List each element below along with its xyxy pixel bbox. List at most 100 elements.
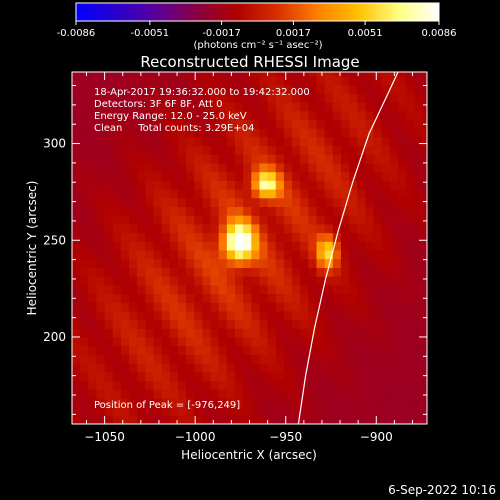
heatmap-cell — [292, 380, 301, 390]
heatmap-cell — [398, 128, 407, 138]
heatmap-cell — [194, 302, 204, 312]
heatmap-cell — [389, 189, 399, 199]
heatmap-cell — [259, 72, 269, 77]
heatmap-cell — [381, 363, 391, 373]
heatmap-cell — [104, 223, 114, 234]
heatmap-cell — [259, 310, 269, 321]
heatmap-cell — [104, 363, 114, 373]
heatmap-cell — [169, 354, 179, 364]
heatmap-cell — [177, 363, 187, 373]
heatmap-cell — [324, 389, 334, 399]
heatmap-cell — [422, 128, 427, 138]
x-tick-label: −950 — [269, 430, 302, 444]
heatmap-cell — [137, 232, 146, 242]
heatmap-cell — [365, 171, 375, 181]
heatmap-cell — [235, 145, 244, 155]
heatmap-cell — [381, 328, 391, 338]
heatmap-cell — [137, 310, 146, 321]
heatmap-cell — [275, 415, 285, 424]
heatmap-cell — [96, 267, 106, 277]
heatmap-cell — [226, 363, 236, 373]
heatmap-cell — [406, 258, 415, 268]
heatmap-cell — [112, 241, 122, 251]
heatmap-cell — [96, 363, 106, 373]
heatmap-cell — [129, 72, 138, 77]
heatmap-cell — [202, 232, 212, 242]
heatmap-cell — [332, 84, 342, 94]
heatmap-cell — [389, 101, 399, 112]
heatmap-cell — [186, 380, 195, 390]
heatmap-cell — [332, 380, 342, 390]
heatmap-cell — [414, 206, 424, 216]
heatmap-cell — [161, 197, 171, 208]
heatmap-cell — [357, 241, 367, 251]
heatmap-cell — [414, 258, 424, 268]
heatmap-cell — [340, 371, 350, 382]
heatmap-cell — [381, 241, 391, 251]
heatmap-cell — [120, 110, 130, 120]
heatmap-cell — [235, 197, 244, 208]
heatmap-cell — [169, 223, 179, 234]
heatmap-cell — [235, 75, 244, 86]
heatmap-cell — [235, 258, 244, 268]
heatmap-cell — [283, 328, 293, 338]
heatmap-cell — [381, 136, 391, 147]
heatmap-cell — [112, 371, 122, 382]
heatmap-cell — [161, 136, 171, 147]
heatmap-cell — [349, 267, 358, 277]
heatmap-cell — [340, 206, 350, 216]
heatmap-cell — [365, 136, 375, 147]
heatmap-cell — [406, 371, 415, 382]
heatmap-cell — [112, 380, 122, 390]
heatmap-cell — [243, 110, 252, 120]
heatmap-cell — [112, 162, 122, 173]
heatmap-cell — [381, 119, 391, 129]
heatmap-cell — [357, 232, 367, 242]
heatmap-cell — [324, 267, 334, 277]
heatmap-cell — [283, 72, 293, 77]
heatmap-cell — [300, 162, 309, 173]
heatmap-cell — [153, 128, 163, 138]
heatmap-cell — [186, 241, 195, 251]
heatmap-cell — [324, 215, 334, 225]
heatmap-cell — [112, 345, 122, 355]
heatmap-cell — [324, 354, 334, 364]
heatmap-cell — [300, 215, 309, 225]
heatmap-cell — [202, 276, 212, 286]
heatmap-cell — [186, 397, 195, 408]
heatmap-cell — [96, 336, 106, 347]
heatmap-cell — [120, 267, 130, 277]
heatmap-cell — [300, 310, 309, 321]
heatmap-cell — [161, 276, 171, 286]
heatmap-cell — [275, 93, 285, 103]
heatmap-cell — [186, 267, 195, 277]
heatmap-cell — [259, 93, 269, 103]
heatmap-cell — [300, 241, 309, 251]
heatmap-cell — [96, 354, 106, 364]
heatmap-cell — [145, 345, 155, 355]
heatmap-cell — [186, 406, 195, 416]
heatmap-cell — [72, 101, 81, 112]
heatmap-cell — [283, 406, 293, 416]
heatmap-cell — [414, 162, 424, 173]
heatmap-cell — [226, 276, 236, 286]
heatmap-cell — [80, 354, 89, 364]
heatmap-cell — [235, 328, 244, 338]
heatmap-cell — [96, 128, 106, 138]
heatmap-cell — [169, 101, 179, 112]
heatmap-cell — [414, 354, 424, 364]
heatmap-cell — [80, 293, 89, 303]
heatmap-cell — [177, 162, 187, 173]
heatmap-cell — [169, 267, 179, 277]
heatmap-cell — [129, 84, 138, 94]
heatmap-cell — [120, 336, 130, 347]
heatmap-cell — [251, 389, 261, 399]
solar-limb-line — [297, 72, 399, 424]
heatmap-cell — [283, 249, 293, 260]
heatmap-cell — [349, 206, 358, 216]
heatmap-cell — [365, 241, 375, 251]
heatmap-cell — [161, 389, 171, 399]
heatmap-cell — [112, 415, 122, 424]
heatmap-cell — [251, 189, 261, 199]
heatmap-cell — [186, 284, 195, 295]
